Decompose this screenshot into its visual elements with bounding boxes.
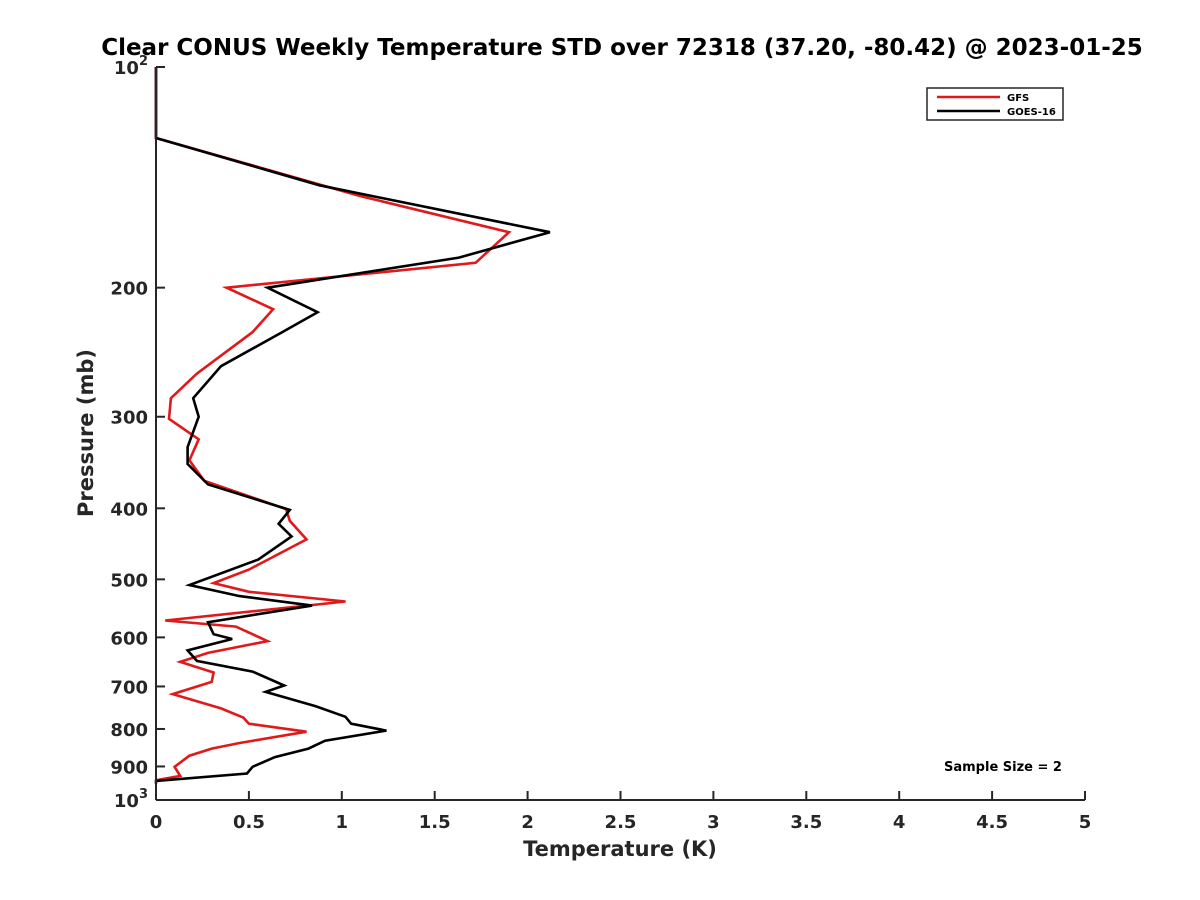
y-tick-label-base: 10 [114, 791, 139, 812]
y-tick-label-base: 300 [110, 408, 148, 429]
y-tick-label: 200 [110, 279, 148, 300]
y-tick-label: 500 [110, 570, 148, 591]
y-tick-label-base: 10 [114, 58, 139, 79]
x-tick-label: 2.5 [605, 812, 637, 833]
legend-box [926, 87, 1064, 121]
x-tick-label: 0 [150, 812, 163, 833]
y-tick-label-base: 500 [110, 570, 148, 591]
axes: 0 0.5 1 1.5 2 2.5 3 3.5 4 4.5 5 102200300400500600… [110, 54, 1091, 833]
chart-title: Clear CONUS Weekly Temperature STD over … [101, 35, 1143, 61]
y-tick-label: 102 [114, 54, 148, 79]
y-tick-label-exponent: 3 [139, 787, 148, 802]
y-tick-label-base: 200 [110, 279, 148, 300]
y-tick-label: 600 [110, 628, 148, 649]
series-line-goes-16 [154, 67, 551, 784]
x-tick-label: 3 [707, 812, 720, 833]
legend-label: GFS [1007, 93, 1029, 104]
series-line-gfs [154, 67, 512, 782]
y-tick-label: 700 [110, 677, 148, 698]
plot-area [154, 67, 551, 784]
y-tick-label-exponent: 2 [139, 54, 148, 69]
x-axis-label: Temperature (K) [523, 837, 717, 861]
x-axis-ticks: 0 0.5 1 1.5 2 2.5 3 3.5 4 4.5 5 [150, 791, 1092, 833]
y-tick-label-base: 900 [110, 757, 148, 778]
y-tick-label: 800 [110, 720, 148, 741]
x-tick-label: 5 [1079, 812, 1092, 833]
series-lines [154, 67, 551, 784]
sample-size-annotation: Sample Size = 2 [944, 760, 1062, 775]
x-tick-label: 1 [336, 812, 349, 833]
y-tick-label: 103 [114, 787, 148, 812]
y-tick-label: 300 [110, 408, 148, 429]
x-tick-label: 4.5 [976, 812, 1008, 833]
y-tick-label-base: 600 [110, 628, 148, 649]
y-tick-label: 900 [110, 757, 148, 778]
x-tick-label: 2 [521, 812, 534, 833]
x-tick-label: 4 [893, 812, 906, 833]
y-tick-label: 400 [110, 499, 148, 520]
y-tick-label-base: 700 [110, 677, 148, 698]
legend-label: GOES-16 [1007, 107, 1056, 118]
x-tick-label: 0.5 [233, 812, 265, 833]
legend: GFS GOES-16 [926, 87, 1064, 121]
x-tick-label: 1.5 [419, 812, 451, 833]
legend-items: GFS GOES-16 [937, 93, 1056, 118]
y-tick-label-base: 800 [110, 720, 148, 741]
x-tick-label: 3.5 [790, 812, 822, 833]
y-tick-label-base: 400 [110, 499, 148, 520]
y-axis-label: Pressure (mb) [74, 349, 98, 517]
